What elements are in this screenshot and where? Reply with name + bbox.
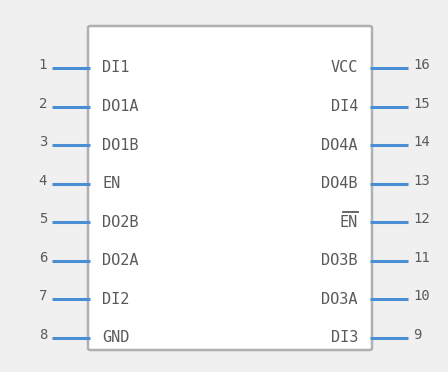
Text: GND: GND [102,330,129,346]
Text: DO3B: DO3B [322,253,358,268]
Text: 9: 9 [413,328,422,342]
Text: DI2: DI2 [102,292,129,307]
Text: DO2B: DO2B [102,215,138,230]
Text: 5: 5 [39,212,47,226]
Text: DI4: DI4 [331,99,358,114]
Text: DO2A: DO2A [102,253,138,268]
Text: 12: 12 [413,212,430,226]
Text: DO1B: DO1B [102,138,138,153]
Text: 14: 14 [413,135,430,149]
Text: VCC: VCC [331,61,358,76]
Text: EN: EN [340,215,358,230]
Text: EN: EN [102,176,120,191]
Text: 3: 3 [39,135,47,149]
Text: DI3: DI3 [331,330,358,346]
Text: 1: 1 [39,58,47,72]
Text: DO4A: DO4A [322,138,358,153]
Text: DO3A: DO3A [322,292,358,307]
Text: 10: 10 [413,289,430,304]
Text: 15: 15 [413,97,430,110]
Text: 11: 11 [413,251,430,265]
Text: 6: 6 [39,251,47,265]
Text: DO1A: DO1A [102,99,138,114]
Text: DO4B: DO4B [322,176,358,191]
Text: 13: 13 [413,174,430,188]
Text: 4: 4 [39,174,47,188]
Text: 7: 7 [39,289,47,304]
Text: 16: 16 [413,58,430,72]
Text: 8: 8 [39,328,47,342]
Text: DI1: DI1 [102,61,129,76]
Text: 2: 2 [39,97,47,110]
FancyBboxPatch shape [88,26,372,350]
